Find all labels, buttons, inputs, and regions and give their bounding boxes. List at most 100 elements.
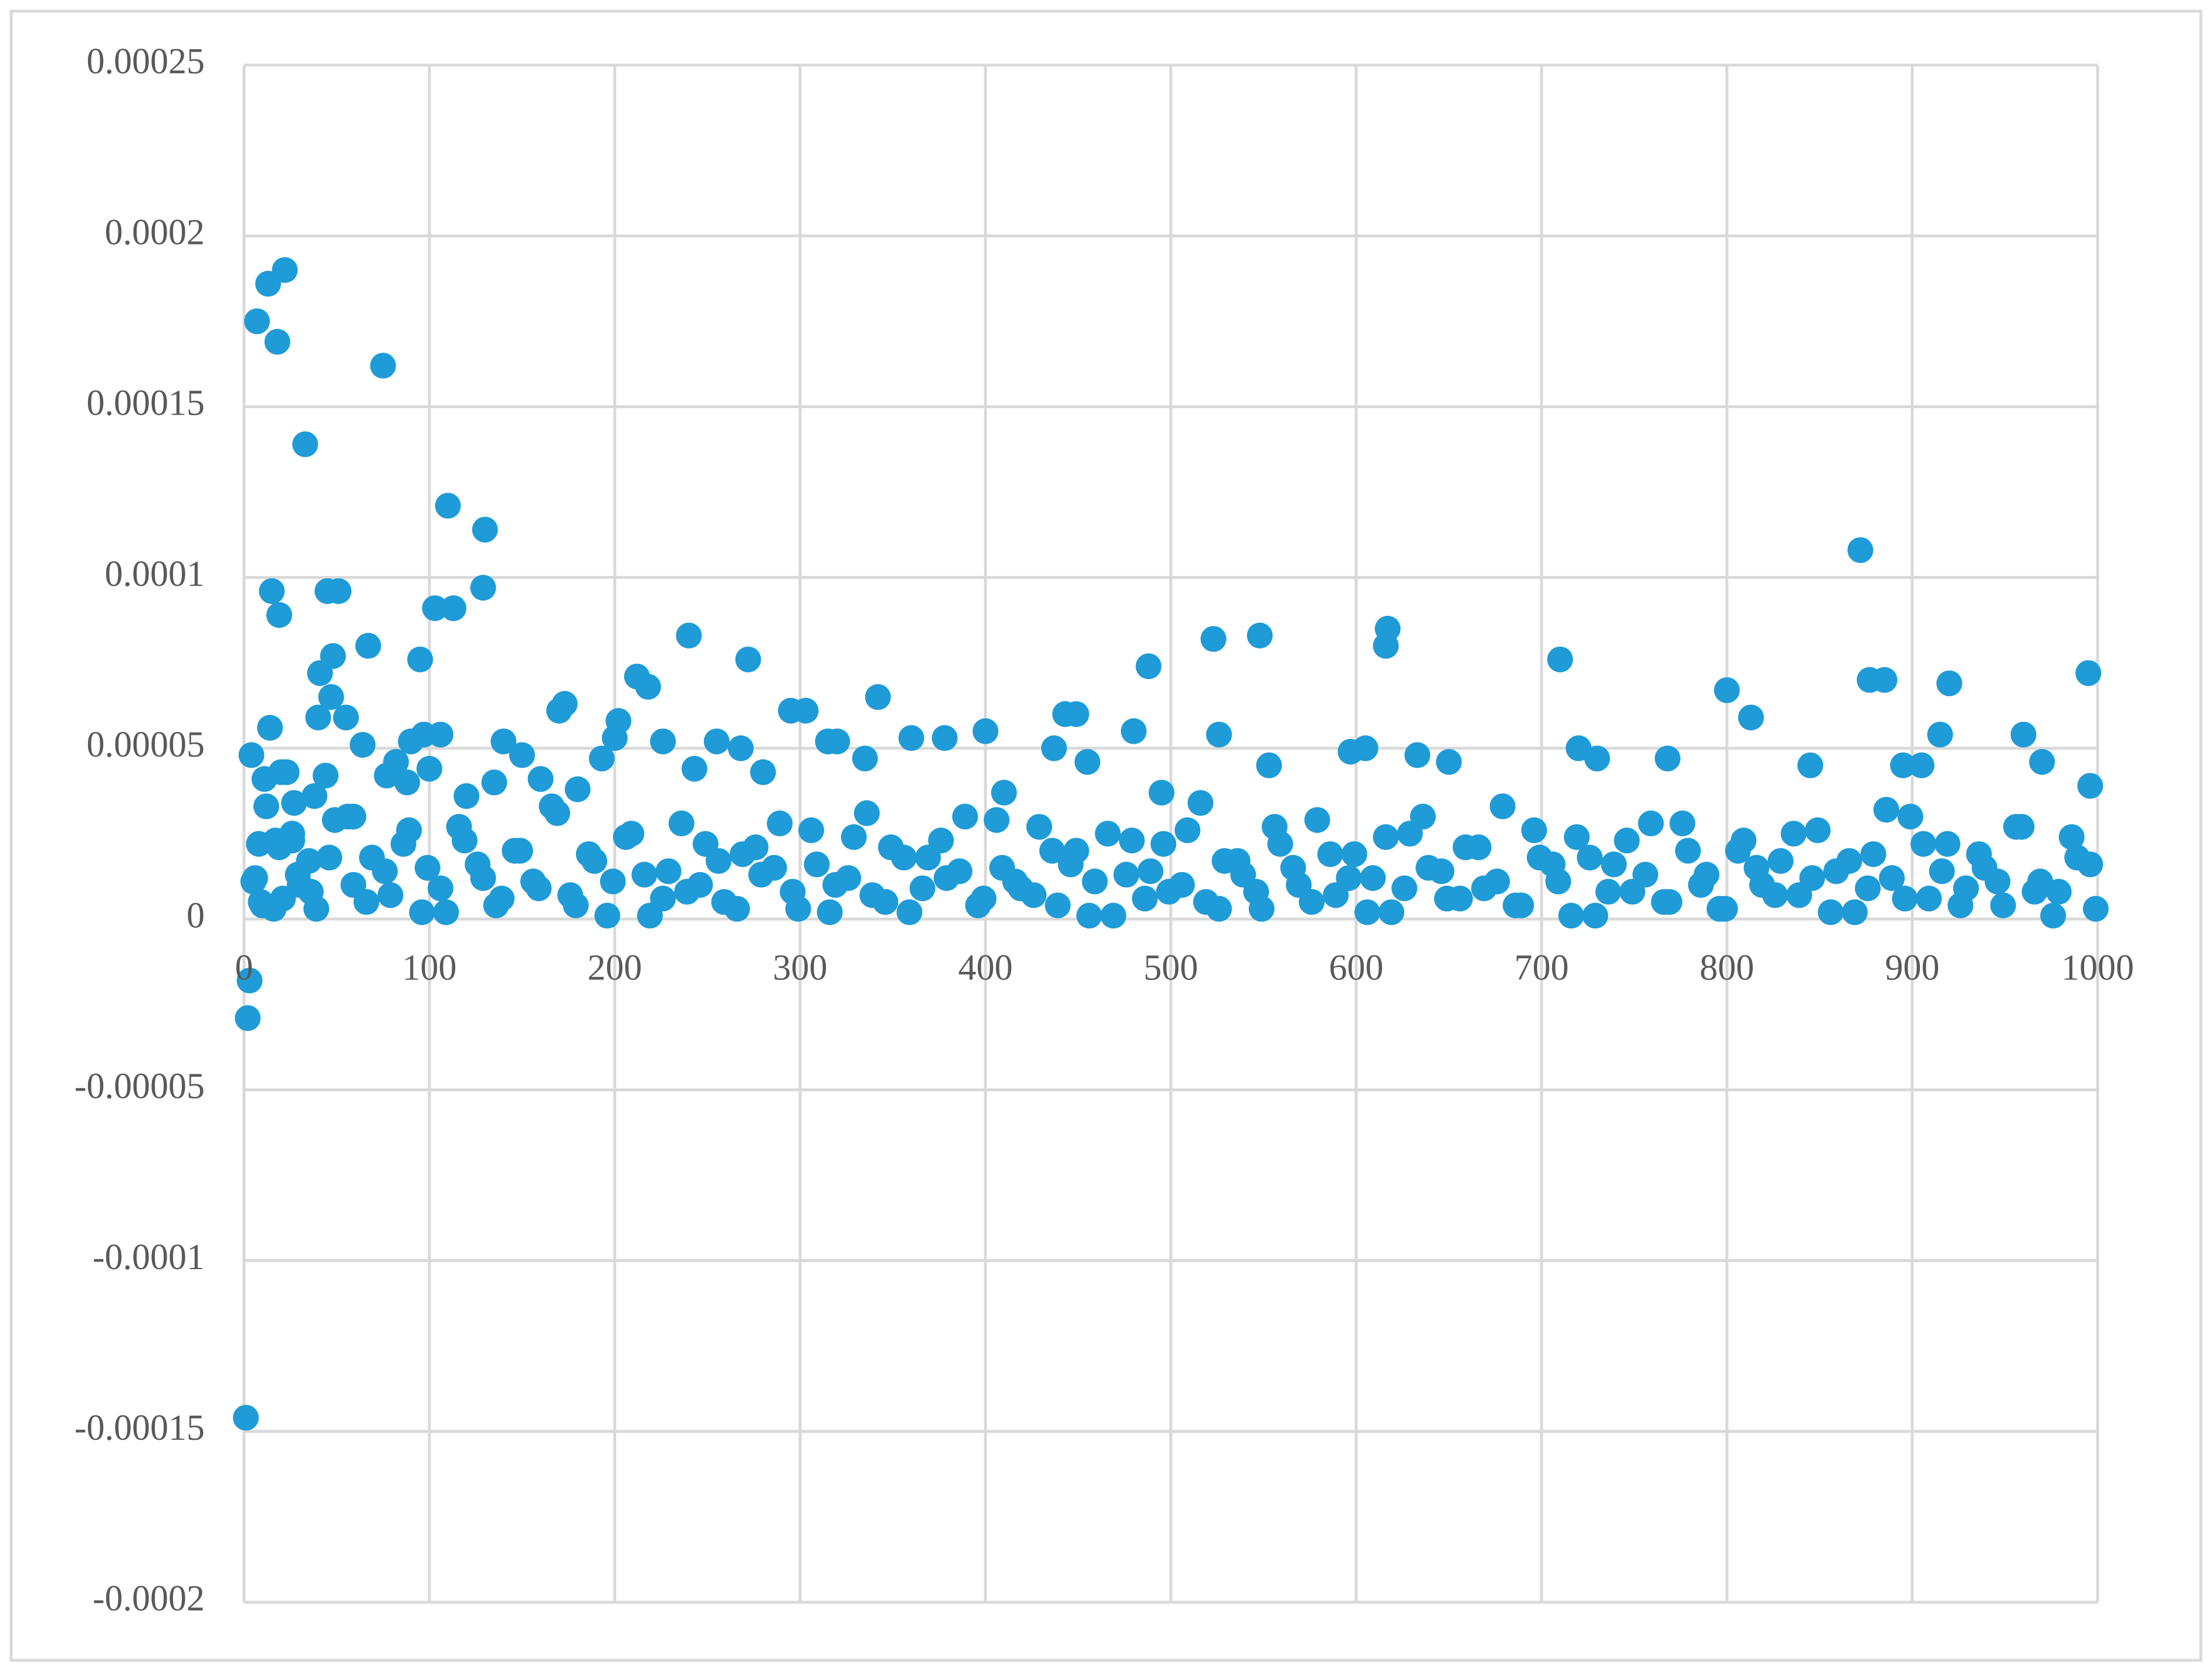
point [692, 830, 719, 857]
point [1892, 886, 1918, 912]
point [481, 769, 507, 796]
x-tick-label: 500 [1144, 948, 1198, 988]
y-tick-label: 0.00005 [87, 725, 205, 765]
point [1657, 888, 1683, 915]
point [1391, 875, 1418, 901]
point [1797, 752, 1824, 779]
point [2075, 660, 2102, 686]
x-tick-label: 0 [235, 948, 253, 988]
point [1045, 892, 1071, 918]
x-tick-label: 400 [958, 948, 1013, 988]
x-tick-label: 900 [1885, 948, 1940, 988]
point [618, 820, 645, 847]
point [383, 749, 409, 775]
point [1174, 817, 1201, 843]
point [1149, 779, 1175, 806]
point [991, 779, 1017, 806]
point [509, 742, 535, 768]
point [1804, 817, 1831, 843]
point [1256, 752, 1282, 779]
point [750, 759, 776, 785]
y-tick-label: -0.0002 [93, 1579, 205, 1619]
point [1248, 896, 1275, 922]
y-tick-label: 0.0002 [105, 212, 205, 252]
point [1082, 869, 1108, 895]
point [798, 817, 824, 843]
point [878, 834, 904, 860]
point [470, 865, 496, 891]
point [1120, 718, 1147, 744]
point [703, 728, 730, 755]
point [674, 879, 700, 905]
point [1063, 701, 1089, 727]
point [711, 888, 737, 915]
point [257, 714, 283, 741]
point [1436, 749, 1462, 775]
point [1619, 879, 1645, 905]
point [235, 1005, 261, 1032]
point [544, 800, 571, 826]
y-tick-label: -0.00015 [74, 1408, 205, 1448]
point [1352, 735, 1378, 761]
point [1434, 886, 1460, 912]
point [321, 807, 348, 833]
point [527, 766, 554, 792]
point [1879, 865, 1905, 891]
point [581, 848, 608, 874]
x-tick-label: 100 [402, 948, 457, 988]
point [470, 575, 496, 601]
point [1990, 892, 2016, 918]
point [931, 725, 958, 751]
point [1860, 841, 1886, 867]
point [1669, 810, 1696, 837]
point [1137, 858, 1164, 884]
point [1871, 667, 1898, 693]
x-tick-label: 600 [1329, 948, 1384, 988]
point [350, 732, 376, 758]
point [1150, 830, 1177, 857]
point [668, 810, 695, 837]
point [1693, 862, 1720, 888]
x-tick-label: 300 [773, 948, 828, 988]
point [2010, 721, 2037, 748]
point [1910, 830, 1936, 857]
point [1008, 875, 1034, 901]
point [1638, 810, 1664, 837]
point [1780, 820, 1807, 847]
point [1374, 616, 1401, 642]
point [1714, 677, 1740, 703]
point [320, 643, 346, 669]
point [1100, 903, 1127, 929]
point [377, 882, 404, 908]
point [563, 892, 589, 918]
point [1577, 845, 1603, 871]
point [952, 803, 978, 830]
point [1095, 820, 1121, 847]
x-tick-label: 1000 [2061, 948, 2134, 988]
point [588, 745, 615, 772]
point [2040, 903, 2067, 929]
y-tick-label: 0 [187, 896, 205, 935]
point [273, 759, 300, 785]
point [292, 431, 319, 457]
point [804, 851, 830, 877]
point [1286, 871, 1312, 898]
point [1156, 879, 1182, 905]
point [1873, 796, 1899, 823]
point [472, 517, 498, 543]
point [1039, 837, 1065, 864]
point [1415, 854, 1442, 881]
point [1675, 837, 1701, 864]
point [1935, 830, 1961, 857]
point [824, 728, 851, 755]
point [1855, 875, 1881, 901]
point [305, 704, 331, 731]
point [1341, 841, 1367, 867]
point [326, 578, 352, 604]
point [1360, 865, 1386, 891]
point [409, 899, 435, 925]
y-tick-label: 0.00015 [87, 384, 205, 423]
point [785, 896, 811, 922]
point [359, 845, 385, 871]
